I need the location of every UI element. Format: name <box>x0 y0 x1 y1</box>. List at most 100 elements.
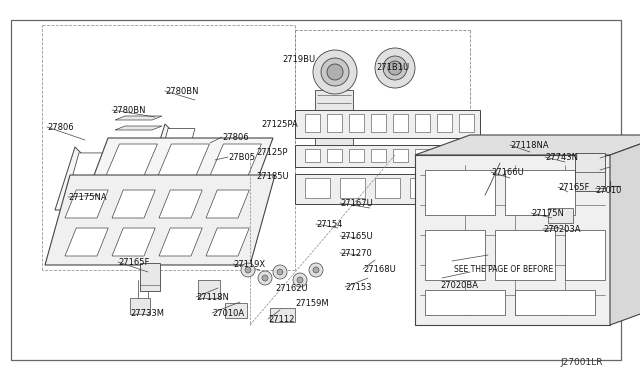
Polygon shape <box>206 190 249 218</box>
Circle shape <box>277 269 283 275</box>
Circle shape <box>297 277 303 283</box>
Text: 27168U: 27168U <box>363 265 396 274</box>
Text: 27112: 27112 <box>268 315 294 324</box>
Bar <box>349 114 364 132</box>
Polygon shape <box>209 144 261 178</box>
Circle shape <box>321 58 349 86</box>
Bar <box>425 170 495 215</box>
Bar <box>393 114 408 132</box>
Bar <box>515 290 595 315</box>
Polygon shape <box>415 135 640 155</box>
Text: 27175NA: 27175NA <box>68 193 107 202</box>
Circle shape <box>258 271 272 285</box>
Text: 27165U: 27165U <box>340 232 372 241</box>
Circle shape <box>375 48 415 88</box>
Bar <box>437 149 452 162</box>
Polygon shape <box>157 129 195 167</box>
Text: 27118N: 27118N <box>196 293 229 302</box>
Text: SEE THE PAGE OF BEFORE: SEE THE PAGE OF BEFORE <box>454 265 553 274</box>
Bar <box>327 149 342 162</box>
Text: 27165F: 27165F <box>118 258 149 267</box>
Circle shape <box>313 50 357 94</box>
Polygon shape <box>157 144 209 178</box>
Circle shape <box>293 273 307 287</box>
Polygon shape <box>198 280 220 298</box>
Bar <box>315 90 353 145</box>
Circle shape <box>383 56 407 80</box>
Bar <box>305 178 330 198</box>
Polygon shape <box>112 228 156 256</box>
Bar <box>371 149 386 162</box>
Bar <box>459 149 474 162</box>
Text: 27806: 27806 <box>47 123 74 132</box>
Polygon shape <box>610 135 640 325</box>
Bar <box>375 178 400 198</box>
Text: 27165F: 27165F <box>558 183 589 192</box>
Text: 27020BA: 27020BA <box>440 281 478 290</box>
Bar <box>393 149 408 162</box>
Bar <box>445 178 470 198</box>
Polygon shape <box>65 153 114 204</box>
Polygon shape <box>115 116 162 120</box>
Polygon shape <box>115 126 162 130</box>
Text: 27733M: 27733M <box>130 309 164 318</box>
Text: 27010A: 27010A <box>212 309 244 318</box>
Polygon shape <box>112 190 156 218</box>
Text: 27162U: 27162U <box>275 284 308 293</box>
Polygon shape <box>45 175 275 265</box>
Text: 27185U: 27185U <box>256 172 289 181</box>
Polygon shape <box>206 228 249 256</box>
Bar <box>327 114 342 132</box>
Bar <box>495 230 555 280</box>
Bar <box>425 230 485 280</box>
Circle shape <box>388 61 402 75</box>
Text: 27175N: 27175N <box>531 209 564 218</box>
Polygon shape <box>65 228 108 256</box>
Polygon shape <box>159 228 202 256</box>
Text: 27159M: 27159M <box>295 299 328 308</box>
Bar <box>270 308 295 322</box>
Bar <box>415 149 430 162</box>
Bar <box>305 114 320 132</box>
Bar <box>371 114 386 132</box>
Text: 2780BN: 2780BN <box>165 87 198 96</box>
Bar <box>130 298 150 314</box>
Polygon shape <box>90 138 273 186</box>
Text: J27001LR: J27001LR <box>560 358 602 367</box>
Polygon shape <box>415 155 610 325</box>
Text: 27125P: 27125P <box>256 148 287 157</box>
Text: 27167U: 27167U <box>340 199 372 208</box>
Text: 27125PA: 27125PA <box>261 120 298 129</box>
Text: 27119X: 27119X <box>233 260 265 269</box>
Polygon shape <box>65 190 108 218</box>
Text: 27010: 27010 <box>595 186 621 195</box>
Text: 27806: 27806 <box>222 133 248 142</box>
Circle shape <box>245 267 251 273</box>
Circle shape <box>313 267 319 273</box>
Text: 271270: 271270 <box>340 249 372 258</box>
Polygon shape <box>105 144 157 178</box>
Polygon shape <box>55 147 130 210</box>
Circle shape <box>273 265 287 279</box>
Circle shape <box>241 263 255 277</box>
Bar <box>437 114 452 132</box>
Bar <box>225 303 247 318</box>
Bar <box>575 153 605 191</box>
Bar <box>295 110 480 138</box>
Bar <box>340 178 365 198</box>
Bar <box>305 149 320 162</box>
Circle shape <box>309 263 323 277</box>
Text: 271B1U: 271B1U <box>376 63 409 72</box>
Polygon shape <box>150 124 207 172</box>
Bar <box>349 149 364 162</box>
Text: 27B05: 27B05 <box>228 153 255 162</box>
Bar <box>565 230 605 280</box>
Polygon shape <box>159 190 202 218</box>
Text: 27154: 27154 <box>316 220 342 229</box>
Text: 2780BN: 2780BN <box>112 106 145 115</box>
Bar <box>505 170 575 215</box>
Text: 27743N: 27743N <box>545 153 578 162</box>
Bar <box>140 263 160 291</box>
Text: 2719BU: 2719BU <box>282 55 315 64</box>
Bar <box>295 174 480 204</box>
